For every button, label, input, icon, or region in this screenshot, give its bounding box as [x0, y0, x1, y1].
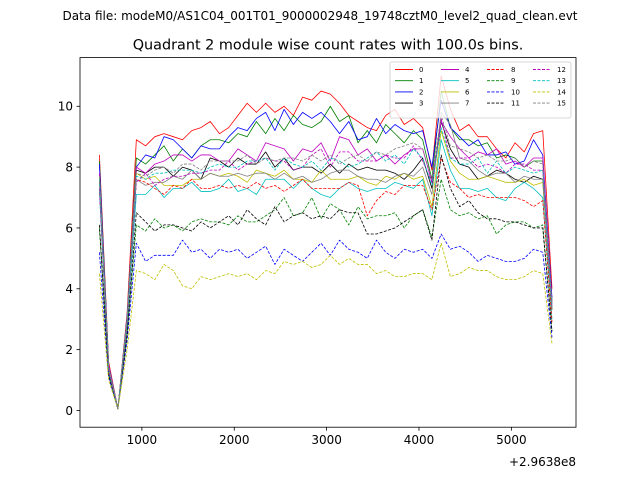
series-line-13	[99, 127, 553, 410]
x-tick-label: 3000	[311, 433, 342, 447]
y-tick-label: 4	[65, 282, 73, 296]
legend-label-10: 10	[511, 88, 520, 96]
legend-label-1: 1	[419, 77, 423, 85]
x-tick-label: 2000	[219, 433, 250, 447]
x-axis: 1000 2000 3000 4000 5000	[127, 427, 527, 447]
legend-label-6: 6	[465, 88, 470, 96]
legend-label-3: 3	[419, 100, 423, 108]
figure-suptitle: Data file: modeM0/AS1C04_001T01_90000029…	[62, 9, 577, 23]
series-line-5	[99, 139, 553, 410]
legend-label-11: 11	[511, 100, 520, 108]
series-line-9	[99, 178, 553, 410]
y-tick-label: 6	[65, 221, 73, 235]
y-tick-label: 10	[58, 100, 73, 114]
series-line-4	[99, 121, 553, 410]
series-line-8	[99, 157, 553, 410]
series-line-1	[99, 90, 553, 410]
series-line-15	[99, 115, 553, 410]
series-line-2	[99, 99, 553, 410]
series-line-10	[99, 233, 553, 410]
series-line-11	[99, 154, 553, 410]
y-axis: 0 2 4 6 8 10	[58, 100, 80, 418]
legend-label-4: 4	[465, 66, 470, 74]
series-line-7	[99, 111, 553, 410]
legend-label-14: 14	[557, 88, 566, 96]
legend-label-8: 8	[511, 66, 515, 74]
y-tick-label: 8	[65, 160, 73, 174]
x-tick-label: 1000	[127, 433, 158, 447]
series-line-12	[99, 118, 553, 410]
y-tick-label: 2	[65, 343, 73, 357]
chart-title: Quadrant 2 module wise count rates with …	[133, 38, 524, 54]
legend-label-13: 13	[557, 77, 566, 85]
legend-label-5: 5	[465, 77, 469, 85]
x-tick-label: 4000	[404, 433, 435, 447]
y-tick-label: 0	[65, 404, 73, 418]
series-line-6	[99, 130, 553, 410]
series-line-14	[99, 242, 553, 410]
series-layer	[99, 75, 553, 410]
legend-label-15: 15	[557, 100, 566, 108]
plot-frame	[79, 57, 577, 428]
legend-label-7: 7	[465, 100, 469, 108]
series-line-0	[99, 75, 553, 410]
x-tick-label: 5000	[496, 433, 527, 447]
legend-label-0: 0	[419, 66, 423, 74]
legend-label-9: 9	[511, 77, 515, 85]
legend-label-12: 12	[557, 66, 566, 74]
legend-box	[389, 61, 572, 119]
x-offset-label: +2.9638e8	[509, 455, 576, 469]
legend-label-2: 2	[419, 88, 423, 96]
series-line-3	[99, 121, 553, 410]
